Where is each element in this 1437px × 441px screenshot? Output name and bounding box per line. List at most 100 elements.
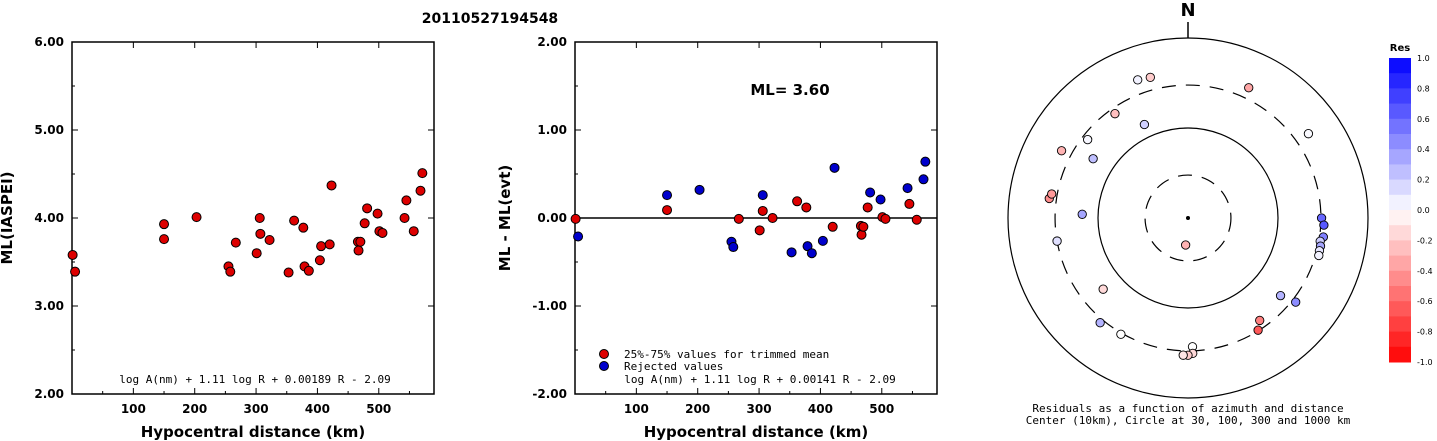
y-tick-label: 2.00 — [34, 387, 64, 401]
colorbar-cell — [1389, 255, 1411, 272]
data-point — [786, 247, 797, 258]
data-point — [401, 195, 412, 206]
station-point — [1314, 250, 1324, 261]
colorbar-cell — [1389, 103, 1411, 120]
data-point — [264, 235, 275, 245]
data-point — [920, 156, 931, 167]
colorbar: Res 1.0 0.8 0.6 0.4 0.2 0.0 -0.2 -0.4 -0.6 -0.8 -1… — [1389, 43, 1433, 367]
data-point — [817, 235, 828, 246]
station-point — [1052, 236, 1062, 246]
data-point — [829, 162, 840, 173]
data-point — [159, 234, 170, 245]
colorbar-tick-label: -0.2 — [1417, 236, 1433, 245]
data-point — [757, 190, 768, 201]
station-point — [1291, 297, 1301, 307]
station-point — [1098, 284, 1108, 294]
data-point — [733, 213, 744, 224]
station-point — [1178, 350, 1188, 360]
station-point — [1145, 72, 1155, 82]
colorbar-cell — [1389, 194, 1411, 211]
colorbar-cell — [1389, 225, 1411, 241]
data-point — [417, 168, 428, 179]
panel2-y-axis-label: ML - ML(evt) — [496, 165, 514, 271]
station-point — [1088, 154, 1098, 164]
data-point — [902, 183, 913, 194]
legend-trimmed-label: 25%-75% values for trimmed mean — [624, 348, 829, 361]
x-tick-label: 200 — [685, 402, 710, 416]
data-point — [314, 255, 325, 266]
colorbar-cell — [1389, 164, 1411, 181]
station-point — [1244, 83, 1254, 93]
y-tick-label: 0.00 — [537, 211, 567, 225]
data-point — [408, 226, 419, 237]
data-point — [70, 266, 81, 277]
data-point — [372, 208, 383, 219]
colorbar-cell — [1389, 331, 1411, 348]
distance-ring — [1007, 37, 1369, 399]
data-point — [254, 213, 265, 223]
data-point — [225, 266, 236, 277]
data-point — [570, 213, 581, 224]
station-point — [1110, 109, 1120, 119]
station-point — [1253, 325, 1263, 335]
legend-rejected-marker — [599, 361, 609, 371]
distance-ring — [1097, 127, 1279, 309]
station-point — [1077, 209, 1087, 219]
polar-caption-line1: Residuals as a function of azimuth and d… — [1032, 402, 1343, 415]
y-tick-label: 4.00 — [34, 211, 64, 225]
data-point — [362, 203, 373, 214]
data-point — [880, 213, 891, 224]
colorbar-cell — [1389, 210, 1411, 226]
colorbar-cell — [1389, 118, 1411, 135]
data-point — [862, 202, 873, 213]
y-tick-label: 5.00 — [34, 123, 64, 137]
data-point — [298, 222, 309, 233]
panel1-y-axis-label: ML(IASPEI) — [0, 171, 16, 264]
colorbar-cell — [1389, 240, 1411, 257]
data-point — [159, 219, 170, 230]
x-tick-label: 300 — [747, 402, 772, 416]
colorbar-cell — [1389, 270, 1411, 287]
y-tick-label: 1.00 — [537, 123, 567, 137]
data-point — [359, 218, 370, 229]
data-point — [757, 205, 768, 216]
colorbar-cell — [1389, 149, 1411, 165]
colorbar-tick-label: 0.2 — [1417, 176, 1430, 185]
colorbar-tick-label: 0.8 — [1417, 84, 1430, 93]
y-tick-label: -2.00 — [532, 387, 567, 401]
colorbar-tick-label: -0.6 — [1417, 297, 1433, 306]
colorbar-cell — [1389, 58, 1411, 74]
station-point — [1275, 291, 1286, 301]
data-point — [911, 214, 922, 225]
data-point — [326, 180, 337, 191]
data-point — [255, 228, 266, 239]
data-point — [230, 237, 241, 248]
north-label: N — [1180, 0, 1195, 21]
x-tick-label: 500 — [366, 402, 391, 416]
colorbar-tick-label: 1.0 — [1417, 54, 1430, 63]
panel2-formula: log A(nm) + 1.11 log R + 0.00141 R - 2.0… — [624, 373, 896, 386]
panel1-x-axis-label: Hypocentral distance (km) — [141, 423, 366, 441]
colorbar-tick-label: 0.0 — [1417, 206, 1430, 215]
data-point — [355, 236, 366, 247]
data-point — [858, 221, 869, 232]
colorbar-cell — [1389, 179, 1411, 196]
data-point — [767, 213, 778, 223]
data-point — [918, 174, 929, 185]
data-point — [316, 241, 327, 252]
colorbar-title: Res — [1390, 43, 1410, 54]
data-point — [283, 267, 294, 278]
x-tick-label: 200 — [182, 402, 207, 416]
colorbar-tick-label: 0.4 — [1417, 145, 1430, 154]
data-point — [573, 231, 584, 242]
data-point — [904, 198, 915, 209]
colorbar-cell — [1389, 346, 1411, 363]
colorbar-tick-label: -0.8 — [1417, 328, 1433, 337]
legend-trimmed-marker — [599, 349, 609, 359]
colorbar-cell — [1389, 73, 1411, 89]
x-tick-label: 300 — [244, 402, 269, 416]
x-tick-label: 100 — [624, 402, 649, 416]
station-point — [1095, 318, 1105, 328]
station-point — [1255, 315, 1265, 326]
